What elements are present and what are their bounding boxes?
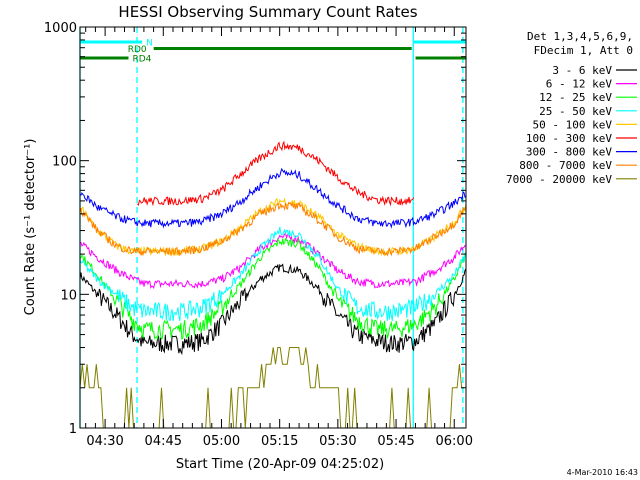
x-tick-label-6: 05:45 <box>377 434 414 449</box>
legend-entry-2: 6 - 12 keV <box>546 78 613 91</box>
legend-entry-6: 100 - 300 keV <box>526 132 612 145</box>
y-tick-label-1: 1 <box>69 422 77 437</box>
legend-entry-7: 300 - 800 keV <box>526 146 612 159</box>
x-tick-label-2: 04:45 <box>145 434 182 449</box>
series-line-8 <box>79 201 467 257</box>
legend-entry-3: 12 - 25 keV <box>539 91 612 104</box>
x-tick-label-7: 06:00 <box>436 434 473 449</box>
legend-entry-9: 7000 - 20000 keV <box>506 173 612 186</box>
series-line-4 <box>79 226 467 322</box>
legend-header-line-1: Det 1,3,4,5,6,9, <box>527 30 633 43</box>
x-tick-label-3: 05:00 <box>203 434 240 449</box>
series-line-2 <box>79 232 467 290</box>
series-line-1 <box>79 263 467 356</box>
x-axis-label: Start Time (20-Apr-09 04:25:02) <box>176 457 384 472</box>
series-line-6 <box>137 140 415 207</box>
legend-entry-8: 800 - 7000 keV <box>519 159 612 172</box>
chart-title: HESSI Observing Summary Count Rates <box>118 3 417 21</box>
x-tick-label-1: 04:30 <box>86 434 123 449</box>
y-axis-label: Count Rate (s⁻¹ detector⁻¹) <box>23 139 38 316</box>
y-tick-label-4: 1000 <box>44 21 77 36</box>
generation-timestamp: 4-Mar-2010 16:43 <box>567 468 638 477</box>
flag-label-rd0: RD0 <box>128 45 147 55</box>
series-line-7 <box>79 167 467 229</box>
series-line-3 <box>79 237 467 340</box>
legend-header-line-2: FDecim 1, Att 0 <box>534 44 633 57</box>
series-line-5 <box>79 197 467 257</box>
legend-entry-4: 25 - 50 keV <box>539 105 612 118</box>
flag-label-n: N <box>146 39 153 49</box>
x-tick-label-4: 05:15 <box>261 434 298 449</box>
flag-label-rd4: RD4 <box>133 55 152 65</box>
plot-frame <box>79 26 467 429</box>
legend-entry-5: 50 - 100 keV <box>533 118 613 131</box>
x-tick-label-5: 05:30 <box>319 434 356 449</box>
y-tick-label-3: 100 <box>52 155 77 170</box>
y-tick-label-2: 10 <box>60 288 77 303</box>
legend-entry-1: 3 - 6 keV <box>552 64 612 77</box>
